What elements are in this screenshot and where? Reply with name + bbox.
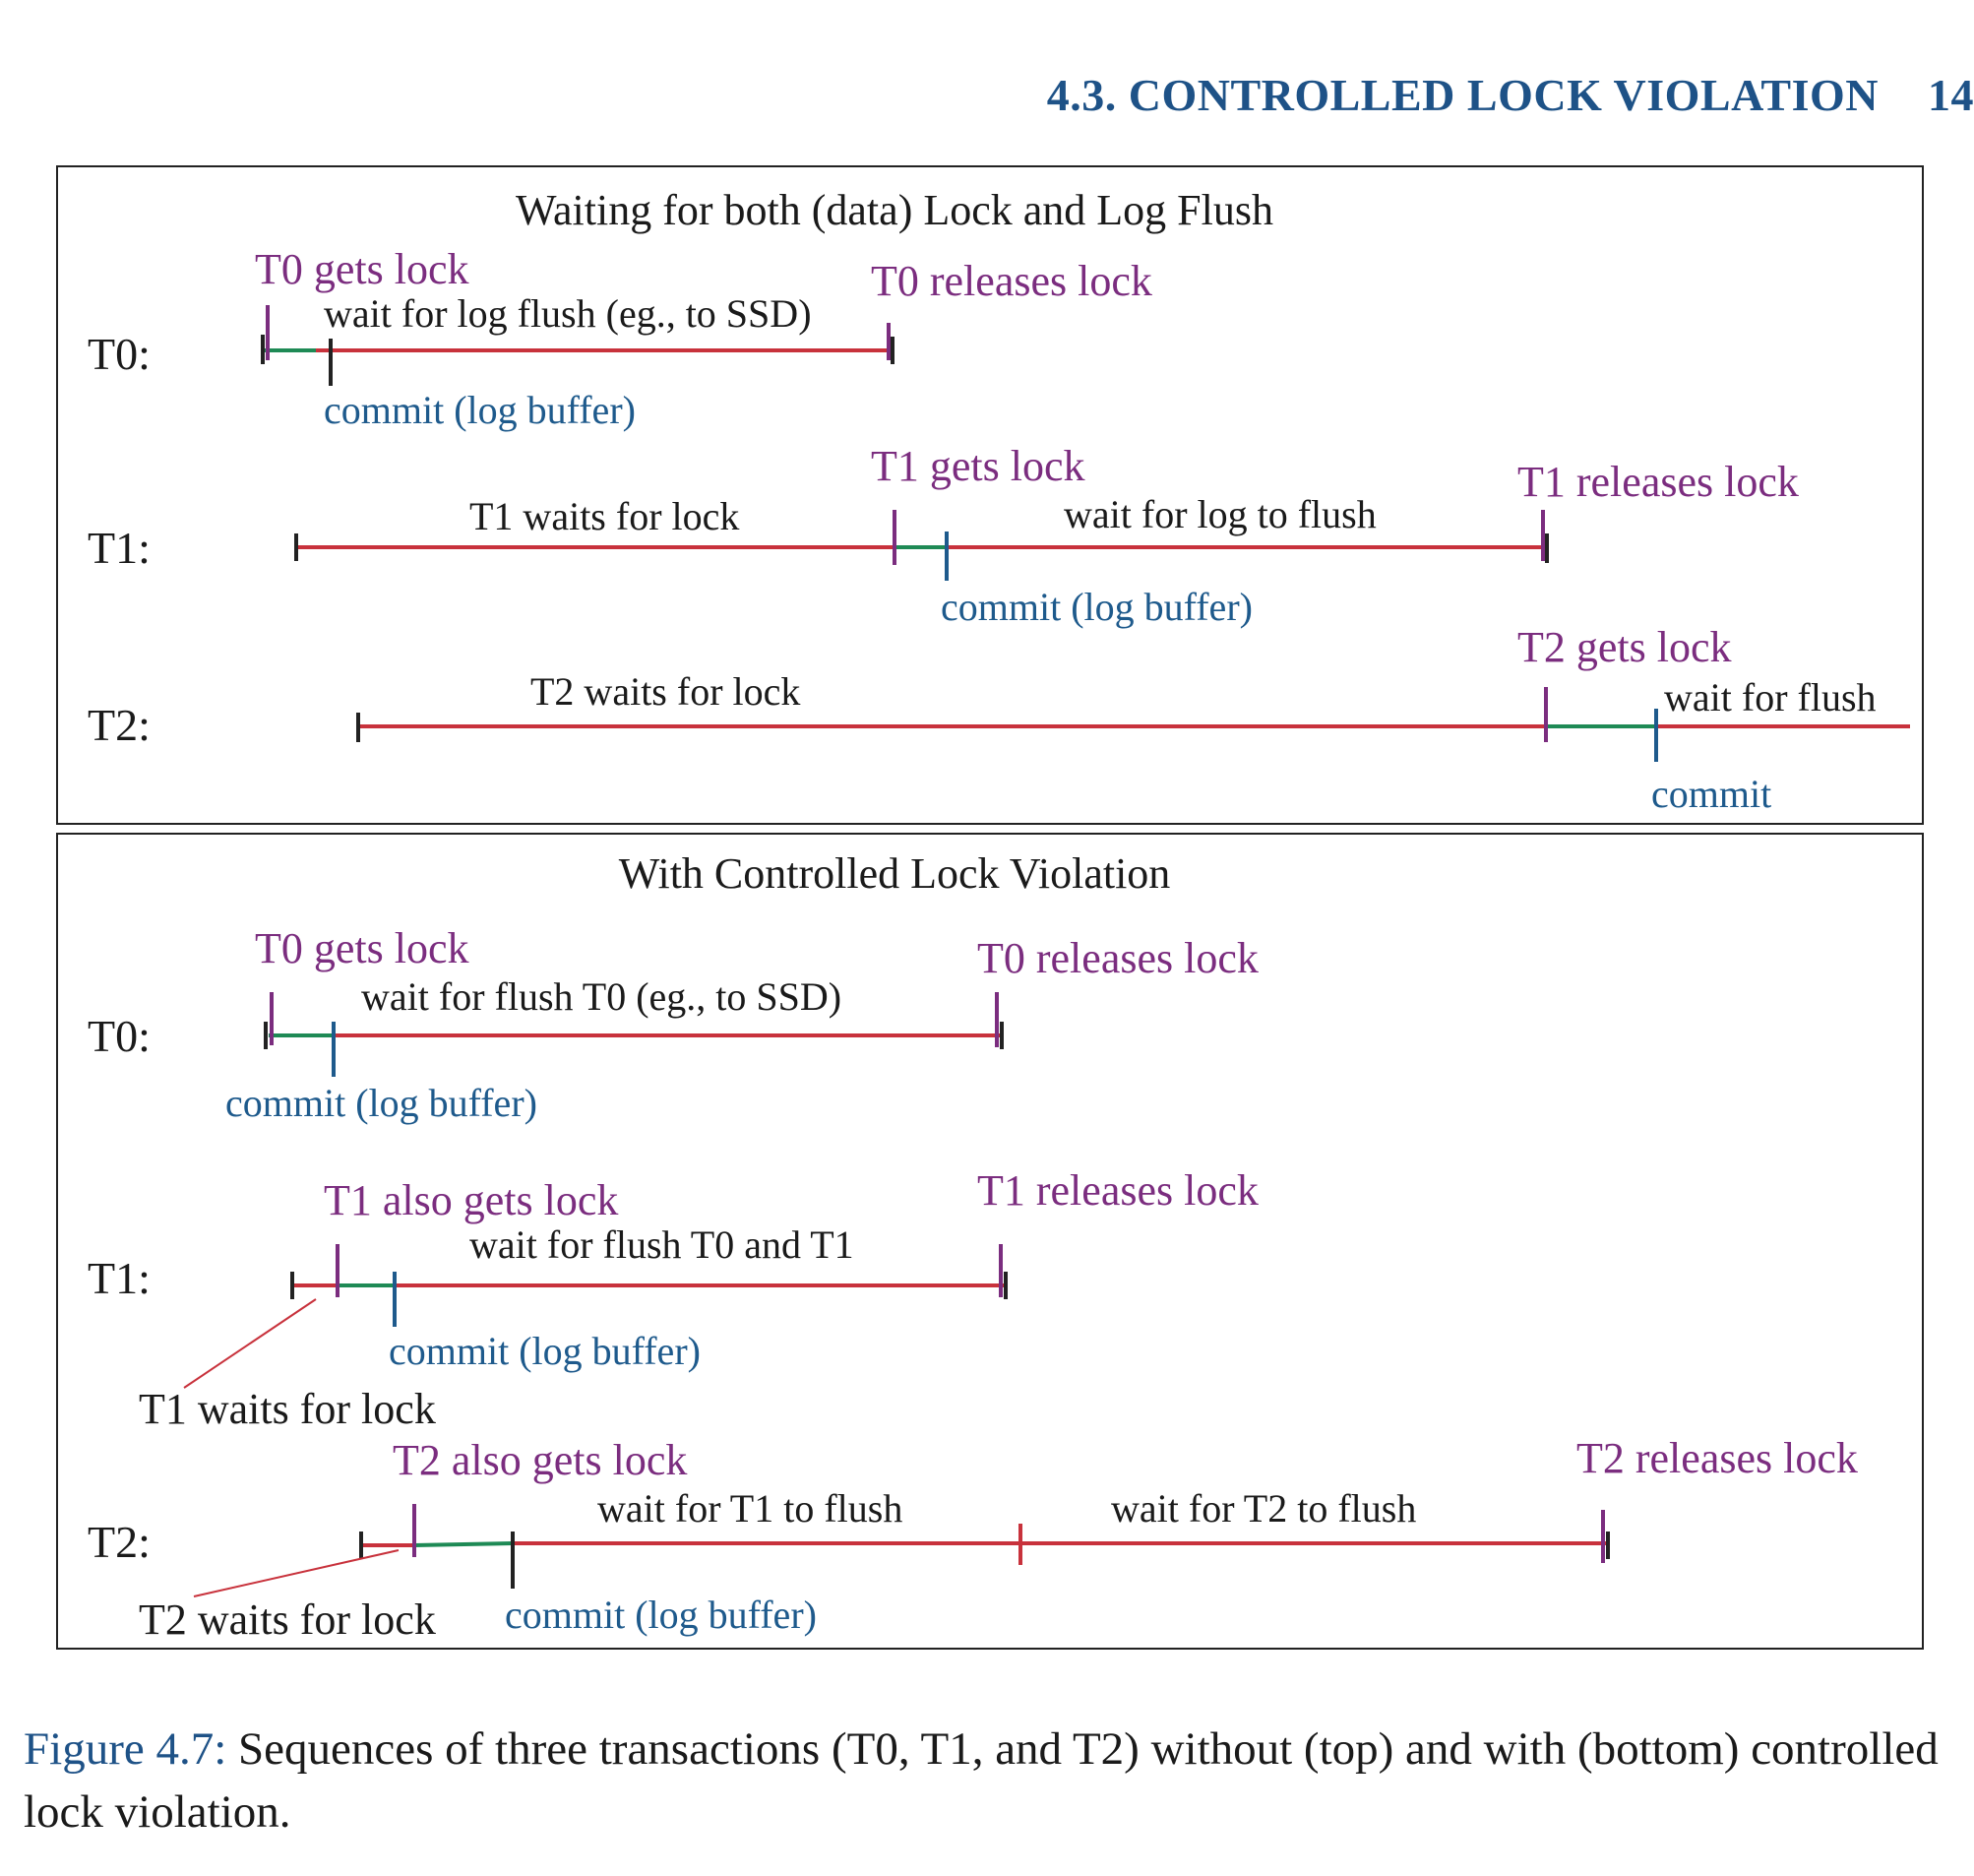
section-title: 4.3. CONTROLLED LOCK VIOLATION (1046, 70, 1879, 120)
label-t2-releases-lock: T2 releases lock (1576, 1434, 1858, 1482)
label-t0-wait: wait for log flush (eg., to SSD) (324, 291, 812, 336)
label-t1-waits: T1 waits for lock (139, 1385, 436, 1433)
label-t2-wait-t1: wait for T1 to flush (597, 1486, 902, 1531)
running-header: 4.3. CONTROLLED LOCK VIOLATION 14 (1047, 69, 1974, 121)
timeline-diagram-bottom: With Controlled Lock Violation T0: T0 ge… (88, 849, 1858, 1644)
label-t1-wait: wait for log to flush (1064, 492, 1377, 536)
figure-label: Figure 4.7: (24, 1723, 227, 1775)
label-t1-waits: T1 waits for lock (469, 494, 739, 538)
label-t0-wait: wait for flush T0 (eg., to SSD) (361, 974, 841, 1019)
row-label-t2: T2: (88, 1517, 151, 1567)
timeline-diagram-top: Waiting for both (data) Lock and Log Flu… (88, 186, 1910, 816)
label-t1-gets-lock: T1 also gets lock (324, 1176, 618, 1224)
callout-leader (183, 1298, 317, 1389)
row-label-t0: T0: (88, 1011, 151, 1061)
label-t0-releases-lock: T0 releases lock (871, 257, 1152, 305)
label-t1-commit: commit (log buffer) (941, 585, 1253, 629)
label-t2-gets-lock: T2 gets lock (1517, 623, 1732, 671)
label-t2-commit: commit (log buffer) (505, 1593, 817, 1637)
figure-caption: Figure 4.7: Sequences of three transacti… (24, 1718, 1967, 1844)
label-t1-releases-lock: T1 releases lock (977, 1166, 1259, 1215)
label-t1-commit: commit (log buffer) (389, 1329, 701, 1373)
panel-title: Waiting for both (data) Lock and Log Flu… (516, 186, 1273, 234)
page-number: 14 (1928, 70, 1974, 120)
row-label-t1: T1: (88, 523, 151, 573)
row-label-t2: T2: (88, 700, 151, 750)
caption-text: Sequences of three transactions (T0, T1,… (24, 1723, 1939, 1838)
label-t0-releases-lock: T0 releases lock (977, 934, 1259, 982)
panel-title: With Controlled Lock Violation (619, 849, 1171, 898)
row-label-t0: T0: (88, 329, 151, 379)
label-t2-commit: commit (1651, 772, 1771, 816)
label-t1-releases-lock: T1 releases lock (1517, 458, 1799, 506)
row-label-t1: T1: (88, 1253, 151, 1303)
label-t0-gets-lock: T0 gets lock (255, 245, 469, 293)
panel-with-clv: With Controlled Lock Violation T0: T0 ge… (56, 833, 1924, 1650)
label-t2-gets-lock: T2 also gets lock (393, 1436, 687, 1484)
label-t2-waits: T2 waits for lock (139, 1595, 436, 1644)
label-t0-gets-lock: T0 gets lock (255, 924, 469, 972)
label-t2-wait-t2: wait for T2 to flush (1111, 1486, 1416, 1531)
hold-segment (413, 1541, 514, 1547)
callout-leader (193, 1549, 400, 1597)
label-t2-wait: wait for flush (1664, 675, 1877, 719)
label-t1-wait: wait for flush T0 and T1 (469, 1222, 854, 1267)
label-t0-commit: commit (log buffer) (225, 1081, 537, 1125)
label-t0-commit: commit (log buffer) (324, 388, 636, 432)
panel-without-clv: Waiting for both (data) Lock and Log Flu… (56, 165, 1924, 825)
label-t2-waits: T2 waits for lock (530, 669, 800, 714)
label-t1-gets-lock: T1 gets lock (871, 442, 1085, 490)
